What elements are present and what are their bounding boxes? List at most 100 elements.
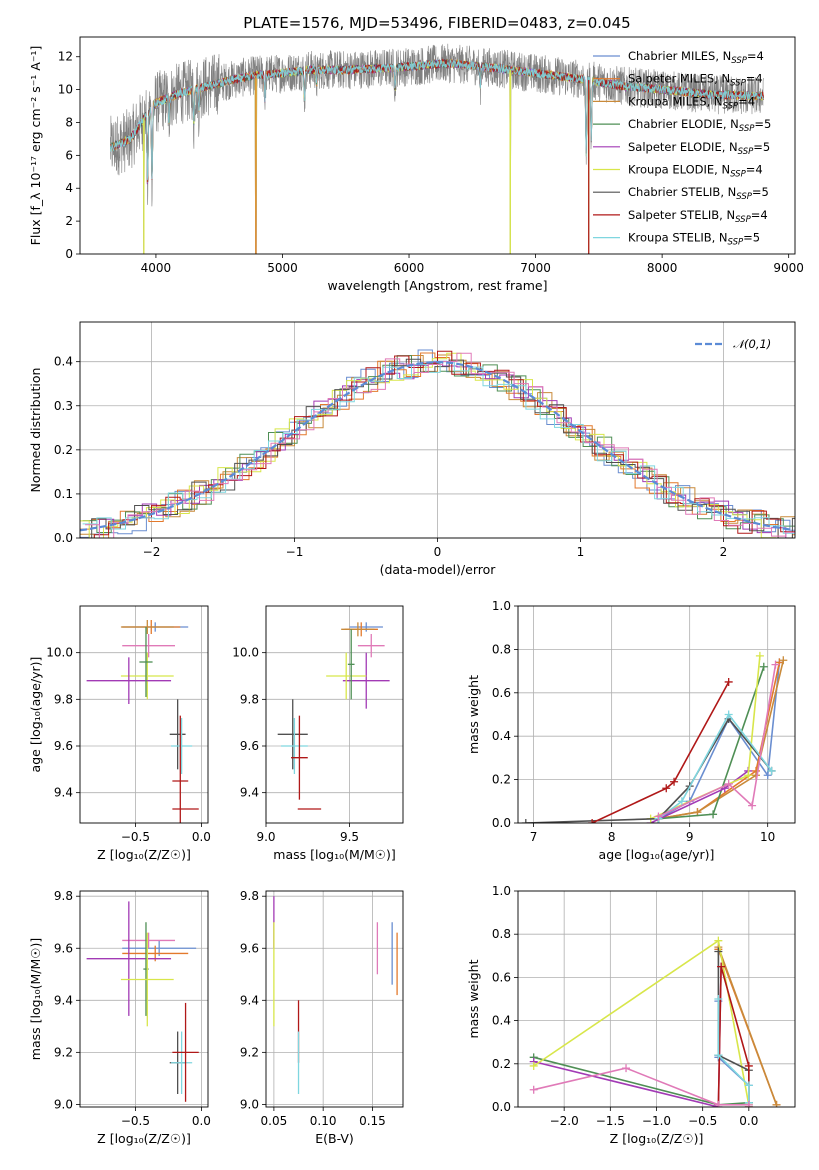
y-tick-label: 9.8 <box>240 889 259 903</box>
legend-entry-subscript: SSP <box>730 170 746 180</box>
legend-entry-label: Salpeter STELIB, N <box>628 208 735 222</box>
legend-entry-subscript: SSP <box>736 192 752 202</box>
mass-weight-marker <box>670 777 679 786</box>
x-axis-label: Z [log₁₀(Z/Z☉)] <box>610 1131 704 1146</box>
mass-weight-marker <box>779 656 788 665</box>
spectrum-panel: 4000 5000 6000 7000 8000 9000 0 2 4 6 8 10 12 wavelen… <box>28 36 804 293</box>
y-tick-label: 10.0 <box>46 646 73 660</box>
figure-title: PLATE=1576, MJD=53496, FIBERID=0483, z=0… <box>243 14 630 32</box>
histogram-step-salpeter-stelib <box>80 350 795 538</box>
x-tick-label: −1.5 <box>596 1114 625 1128</box>
mass-weight-marker <box>709 810 718 819</box>
y-tick-label: 9.4 <box>54 786 73 800</box>
y-tick-label: 0.2 <box>54 443 73 457</box>
y-tick-label: 9.6 <box>240 739 259 753</box>
legend-entry-subscript: SSP <box>728 238 744 248</box>
y-tick-label: 0.0 <box>54 531 73 545</box>
x-tick-label: 7000 <box>520 261 551 275</box>
y-tick-label: 0 <box>65 247 73 261</box>
x-axis-label: (data-model)/error <box>380 562 497 577</box>
mass-weight-marker <box>714 995 723 1003</box>
y-tick-label: 9.4 <box>54 993 73 1007</box>
x-axis-label: Z [log₁₀(Z/Z☉)] <box>97 847 191 862</box>
model-line-kroupa-stelib <box>109 59 764 181</box>
legend-entry: Kroupa MILES, NSSP=4 <box>628 94 755 111</box>
histogram-step-chabrier-stelib <box>80 358 795 538</box>
y-tick-label: 0.2 <box>492 773 511 787</box>
x-tick-label: 1 <box>577 545 585 559</box>
mass-weight-line <box>658 664 777 818</box>
legend-entry-subscript: SSP <box>739 124 755 134</box>
mass-weight-marker <box>767 766 776 775</box>
axes-frame <box>79 890 209 1108</box>
mass-weight-marker <box>654 812 663 821</box>
x-tick-label: 0.0 <box>739 1114 758 1128</box>
x-tick-label: 0 <box>434 545 442 559</box>
y-tick-label: 6 <box>65 148 73 162</box>
mass-weight-marker <box>529 1061 538 1070</box>
y-tick-label: 0.6 <box>492 970 511 984</box>
y-axis-label: age [log₁₀(age/yr)] <box>28 657 43 773</box>
x-tick-label: 0.0 <box>192 830 211 844</box>
mass-weight-marker <box>748 801 757 810</box>
y-tick-label: 12 <box>58 50 73 64</box>
axes-frame <box>79 36 796 255</box>
x-axis-label: age [log₁₀(age/yr)] <box>599 847 715 862</box>
x-tick-label: 0.0 <box>192 1114 211 1128</box>
x-tick-label: −0.5 <box>688 1114 717 1128</box>
legend-entry: Chabrier MILES, NSSP=4 <box>628 49 764 66</box>
y-tick-label: 0.2 <box>492 1057 511 1071</box>
age-vs-mass-panel: 9.0 9.5 9.4 9.6 9.8 10.0 mass [log₁₀(M/M☉)] <box>232 605 404 862</box>
y-axis-label: mass weight <box>466 959 481 1038</box>
weight-vs-Z-panel: −2.0 −1.5 −1.0 −0.5 0.0 0.0 0.2 0.4 0.6 0.8 1.0 Z [… <box>466 884 796 1146</box>
mass-weight-marker <box>755 651 764 660</box>
legend-entry-label: Chabrier ELODIE, N <box>628 117 739 131</box>
x-tick-label: 2 <box>720 545 728 559</box>
y-tick-label: 9.8 <box>54 692 73 706</box>
x-tick-label: −2 <box>143 545 161 559</box>
x-tick-label: −0.5 <box>121 830 150 844</box>
mass-weight-marker <box>763 771 772 780</box>
mass-weight-line <box>533 1067 749 1106</box>
y-tick-label: 9.4 <box>240 993 259 1007</box>
mass-weight-marker <box>521 819 530 823</box>
mass-weight-marker <box>677 797 686 806</box>
y-axis-label: Normed distribution <box>28 368 43 493</box>
axes-frame <box>79 321 796 539</box>
y-tick-label: 9.6 <box>240 941 259 955</box>
axes-frame <box>79 605 209 824</box>
legend-entry-value: =5 <box>752 185 769 199</box>
normal-distribution-curve <box>80 360 793 532</box>
mass-weight-line <box>658 660 785 820</box>
y-tick-label: 9.0 <box>240 1097 259 1111</box>
legend-entry: Salpeter MILES, NSSP=4 <box>628 72 763 89</box>
x-tick-label: 10 <box>760 830 775 844</box>
mass-vs-ebv-plot-area <box>273 896 398 1094</box>
x-tick-label: 4000 <box>141 261 172 275</box>
legend-entry-subscript: SSP <box>730 79 746 89</box>
y-tick-label: 0.4 <box>492 729 511 743</box>
y-tick-label: 10.0 <box>232 646 259 660</box>
legend-entry-value: =4 <box>746 72 763 86</box>
x-tick-label: −2.0 <box>550 1114 579 1128</box>
legend-entry-label: Chabrier MILES, N <box>628 49 731 63</box>
legend-entry: Chabrier ELODIE, NSSP=5 <box>628 117 771 134</box>
mass-weight-marker <box>724 779 733 788</box>
legend-entry-value: =4 <box>746 163 763 177</box>
y-tick-label: 4 <box>65 181 73 195</box>
mass-weight-marker <box>714 1100 723 1107</box>
y-tick-label: 0.8 <box>492 642 511 656</box>
age-vs-mass-plot-area <box>277 622 390 810</box>
mass-weight-line <box>717 946 778 1106</box>
mass-weight-marker <box>724 677 733 686</box>
x-tick-label: 6000 <box>394 261 425 275</box>
legend-entry-value: =5 <box>754 117 771 131</box>
axes-frame <box>265 605 404 824</box>
x-tick-label: 0.10 <box>310 1114 337 1128</box>
y-tick-label: 9.6 <box>54 941 73 955</box>
legend-entry-value: =4 <box>751 208 768 222</box>
x-tick-label: 8 <box>608 830 616 844</box>
y-tick-label: 9.6 <box>54 739 73 753</box>
histogram-step-kroupa-elodie <box>80 352 795 538</box>
axes-frame <box>517 890 796 1108</box>
